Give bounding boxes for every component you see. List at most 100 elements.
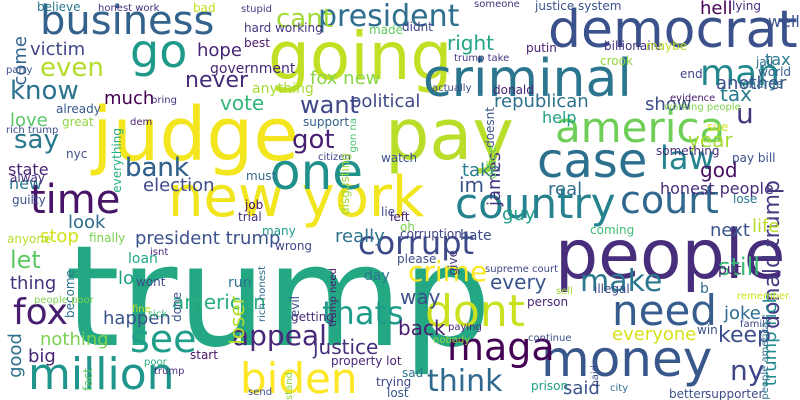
cloud-word: said [563, 378, 600, 399]
cloud-word: show [645, 94, 692, 115]
cloud-word: state [8, 160, 49, 179]
cloud-word: ny [730, 354, 765, 387]
cloud-word: another [716, 73, 787, 94]
cloud-word: hell [700, 0, 733, 19]
cloud-word: joke [724, 303, 761, 324]
cloud-word: working people [664, 102, 741, 113]
cloud-word: better [669, 387, 706, 400]
cloud-word: trump take [454, 53, 510, 64]
cloud-word: citizen [318, 152, 351, 163]
cloud-word: love [10, 110, 48, 131]
cloud-word: bank [125, 153, 189, 183]
cloud-word: business [40, 0, 215, 44]
cloud-word: take [462, 160, 501, 181]
cloud-word: bring [151, 95, 177, 106]
cloud-word: look [68, 212, 106, 233]
cloud-word: well [768, 12, 800, 31]
cloud-word: america [555, 103, 726, 152]
cloud-word: rich trump [6, 125, 59, 136]
cloud-word: lost [387, 386, 409, 400]
cloud-word: anyone [7, 232, 52, 246]
cloud-word: happen [103, 308, 171, 329]
cloud-word: guilty [12, 193, 46, 207]
cloud-word: getting [291, 310, 334, 324]
cloud-word: remember [737, 291, 790, 302]
cloud-word: oh [400, 220, 415, 234]
cloud-word: thats [322, 294, 404, 332]
cloud-word: know [10, 76, 79, 106]
cloud-word: real [548, 179, 583, 200]
cloud-word: lose [733, 192, 758, 206]
cloud-word: gon na [348, 118, 359, 153]
cloud-word: biden [240, 354, 358, 400]
cloud-word: bad [193, 1, 216, 15]
cloud-word: justice [313, 335, 379, 359]
cloud-word: donald [493, 83, 534, 97]
cloud-word: sad [402, 366, 424, 380]
cloud-word: become [63, 270, 77, 319]
cloud-word: person [527, 295, 569, 309]
cloud-word: jail [756, 55, 774, 69]
cloud-word: putin [526, 41, 557, 55]
cloud-word: help [542, 108, 577, 127]
cloud-word: tax [720, 82, 752, 106]
cloud-word: made [369, 23, 404, 37]
cloud-word: already [56, 102, 101, 116]
cloud-word: judge [92, 92, 299, 178]
cloud-word: people [555, 216, 786, 295]
cloud-word: end [680, 67, 703, 81]
cloud-word: many [262, 224, 296, 238]
cloud-word: one [270, 143, 364, 201]
cloud-word: something [656, 144, 720, 158]
cloud-word: family [740, 319, 771, 330]
cloud-word: republican [494, 91, 589, 112]
cloud-word: american [172, 290, 266, 314]
cloud-word: maybe [646, 39, 688, 53]
cloud-word: election [143, 175, 215, 196]
cloud-word: criminal [423, 49, 632, 109]
cloud-word: illegal [594, 282, 630, 296]
cloud-word: thing [10, 273, 57, 294]
cloud-word: give [446, 250, 460, 276]
cloud-word: time [30, 177, 121, 223]
cloud-word: even [40, 53, 104, 83]
cloud-word: u [736, 97, 754, 130]
cloud-word: continue [528, 333, 572, 344]
cloud-word: president [318, 0, 460, 34]
cloud-word: must [246, 169, 277, 183]
cloud-word: way [400, 285, 441, 309]
cloud-word: evidence [670, 93, 716, 104]
cloud-word: think [427, 364, 503, 399]
cloud-word: stop [40, 226, 79, 247]
cloud-word: city [610, 383, 629, 394]
cloud-word: everything [110, 128, 124, 193]
cloud-word: corrupt [358, 224, 475, 262]
cloud-word: didnt [402, 20, 433, 34]
cloud-word: victim [30, 39, 86, 60]
cloud-word: paid [590, 365, 601, 387]
cloud-word: send [248, 387, 273, 398]
cloud-word: pay bill [732, 151, 776, 165]
cloud-word: say [14, 125, 59, 155]
cloud-word: appeal [232, 319, 327, 352]
cloud-word: stupid [241, 4, 272, 15]
cloud-word: poor [144, 357, 167, 368]
cloud-word: need [612, 286, 717, 335]
cloud-word: million [28, 349, 175, 400]
cloud-word: sue [707, 120, 729, 134]
cloud-word: fine [132, 304, 151, 315]
cloud-word: anything [252, 81, 314, 97]
cloud-word: cant [276, 4, 333, 34]
cloud-word: billionaire [604, 39, 663, 53]
cloud-word: fact [81, 368, 95, 391]
cloud-word: office [485, 146, 499, 179]
cloud-word: hope [197, 40, 242, 61]
cloud-word: hard working [244, 21, 323, 35]
cloud-word: year [688, 128, 733, 152]
cloud-word: isnt [150, 247, 169, 258]
cloud-word: bank [125, 153, 189, 183]
cloud-word: fox new [310, 68, 381, 89]
cloud-word: crime [408, 255, 488, 288]
cloud-word: people poor [34, 295, 94, 306]
